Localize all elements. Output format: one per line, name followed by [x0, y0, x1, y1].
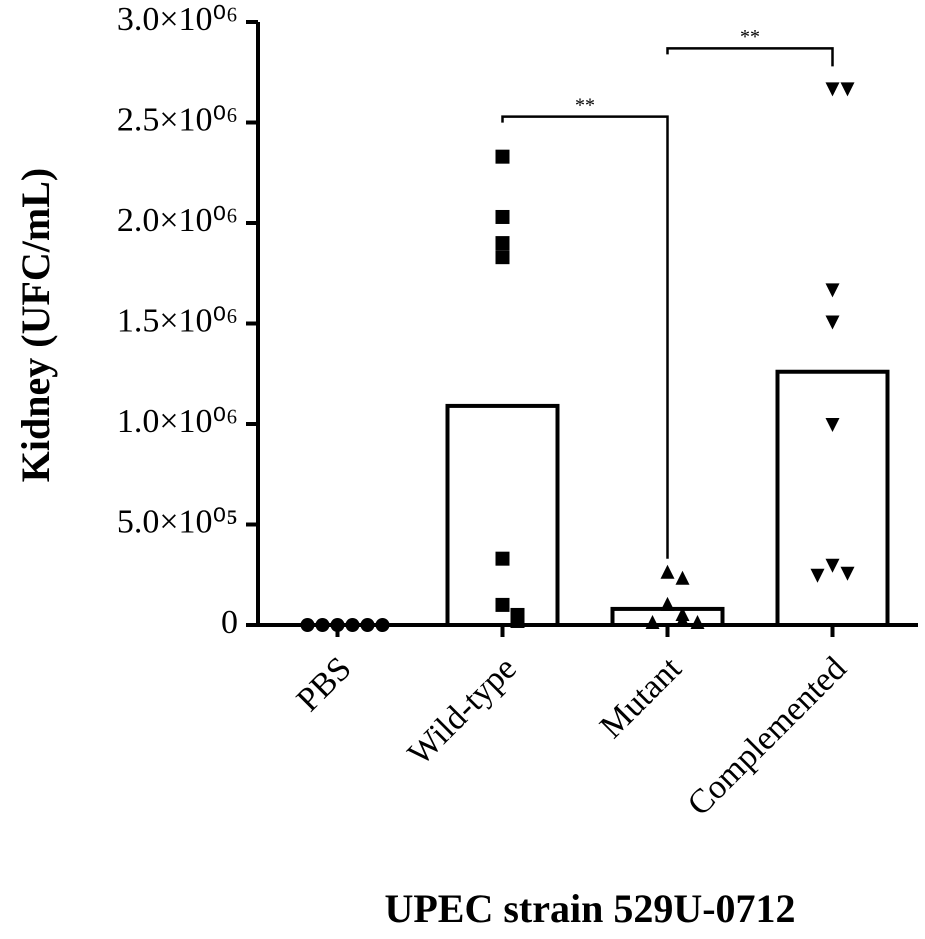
x-tick-label: Mutant: [593, 650, 689, 746]
data-point: [825, 418, 840, 432]
data-point: [495, 551, 510, 566]
data-point: [510, 613, 525, 628]
data-point: [660, 596, 675, 611]
y-tick-label: 1.0×10⁰⁶: [117, 403, 238, 440]
x-tick-label: Wild-type: [401, 650, 524, 773]
data-point: [675, 612, 690, 627]
data-point: [345, 618, 360, 633]
data-point: [360, 618, 375, 633]
significance-label: **: [740, 26, 760, 48]
y-tick-label: 2.0×10⁰⁶: [117, 202, 238, 239]
significance-bracket: [666, 47, 834, 67]
y-tick-label: 2.5×10⁰⁶: [117, 101, 238, 138]
data-point: [810, 568, 825, 583]
data-point: [825, 283, 840, 298]
data-point: [840, 566, 855, 581]
data-point: [825, 315, 840, 330]
data-point: [495, 209, 510, 224]
data-point: [495, 250, 510, 265]
data-point: [300, 618, 315, 633]
data-point: [825, 558, 840, 573]
data-point: [330, 618, 345, 633]
data-point: [375, 618, 390, 633]
data-point: [315, 618, 330, 633]
y-tick-label: 1.5×10⁰⁶: [117, 302, 238, 339]
y-tick-label: 3.0×10⁰⁶: [117, 1, 238, 38]
y-axis-label: Kidney (UFC/mL): [13, 168, 58, 482]
data-point: [495, 597, 510, 612]
data-point: [690, 614, 705, 629]
y-tick-label: 0: [221, 604, 238, 641]
x-tick-label: Complemented: [681, 650, 854, 823]
bar: [445, 403, 560, 627]
data-point: [645, 614, 660, 629]
y-tick-label: 5.0×10⁰⁵: [117, 503, 238, 540]
data-point: [495, 236, 510, 251]
x-axis-label: UPEC strain 529U-0712: [384, 886, 795, 931]
significance-bracket: [501, 115, 669, 559]
bar: [775, 369, 890, 627]
data-point: [825, 82, 840, 97]
data-point: [495, 149, 510, 164]
data-point: [840, 82, 855, 97]
significance-label: **: [575, 94, 595, 116]
data-point: [675, 570, 690, 585]
data-point: [660, 564, 675, 579]
x-tick-label: PBS: [290, 650, 359, 719]
bar: [610, 606, 725, 627]
